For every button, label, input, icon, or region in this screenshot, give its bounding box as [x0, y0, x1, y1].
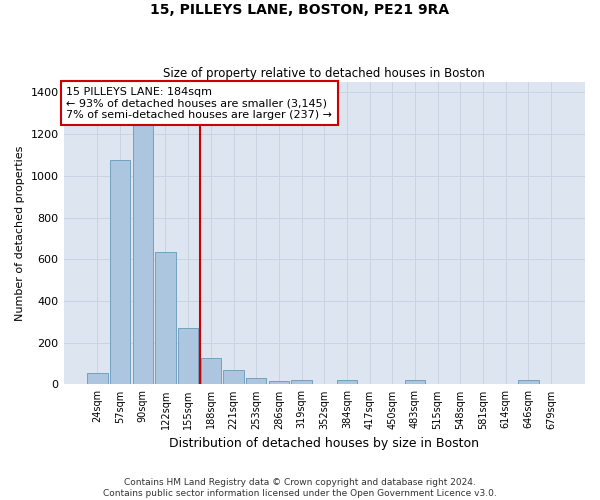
Bar — [269, 382, 289, 384]
Title: Size of property relative to detached houses in Boston: Size of property relative to detached ho… — [163, 66, 485, 80]
Bar — [223, 370, 244, 384]
Bar — [178, 328, 199, 384]
Text: 15 PILLEYS LANE: 184sqm
← 93% of detached houses are smaller (3,145)
7% of semi-: 15 PILLEYS LANE: 184sqm ← 93% of detache… — [66, 86, 332, 120]
Bar — [87, 373, 107, 384]
Bar — [133, 122, 153, 384]
X-axis label: Distribution of detached houses by size in Boston: Distribution of detached houses by size … — [169, 437, 479, 450]
Bar — [405, 380, 425, 384]
Bar — [200, 358, 221, 384]
Text: Contains HM Land Registry data © Crown copyright and database right 2024.
Contai: Contains HM Land Registry data © Crown c… — [103, 478, 497, 498]
Bar — [337, 380, 357, 384]
Y-axis label: Number of detached properties: Number of detached properties — [15, 146, 25, 321]
Bar — [110, 160, 130, 384]
Text: 15, PILLEYS LANE, BOSTON, PE21 9RA: 15, PILLEYS LANE, BOSTON, PE21 9RA — [151, 2, 449, 16]
Bar — [155, 252, 176, 384]
Bar — [292, 380, 312, 384]
Bar — [246, 378, 266, 384]
Bar — [518, 380, 539, 384]
